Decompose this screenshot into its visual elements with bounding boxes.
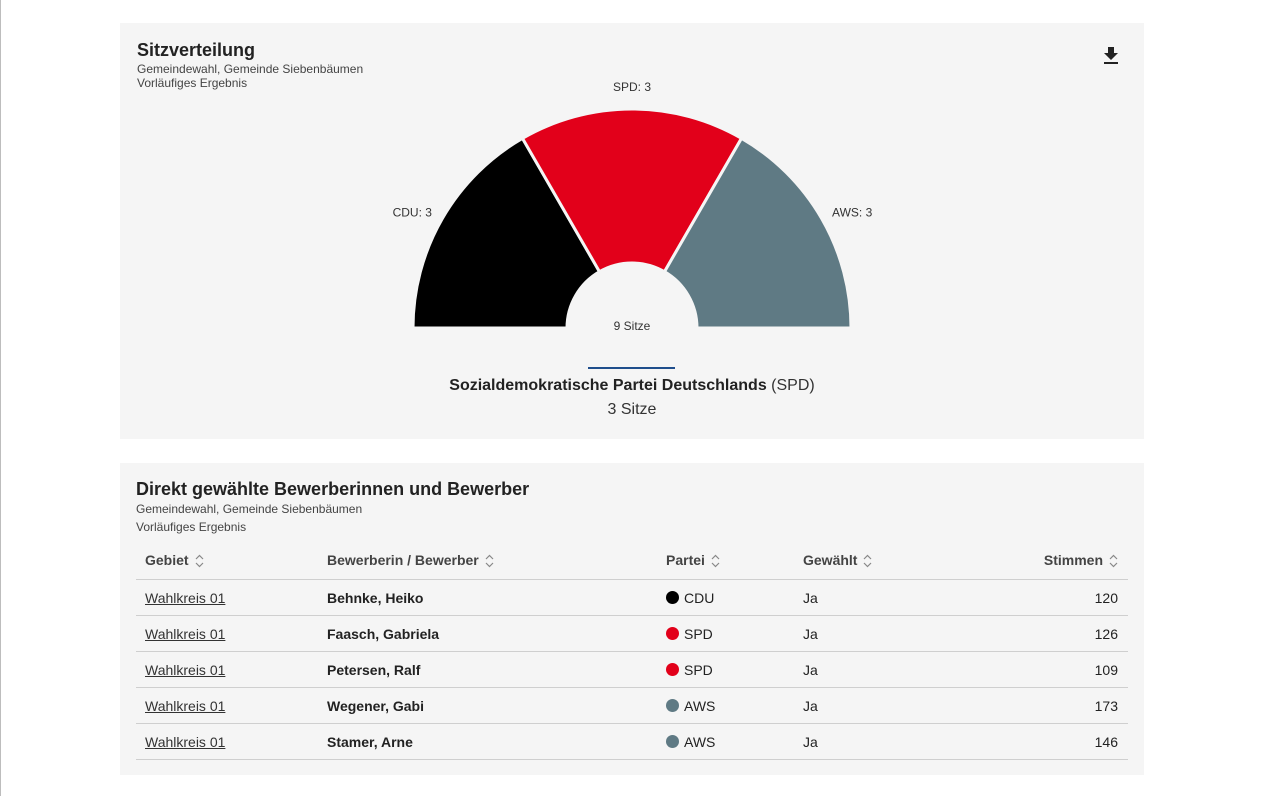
- cell-party: SPD: [657, 651, 794, 688]
- cell-gebiet: Wahlkreis 01: [136, 579, 318, 616]
- sort-icon: [711, 554, 720, 568]
- table-row: Wahlkreis 01 Behnke, Heiko CDU Ja 120: [136, 579, 1128, 616]
- party-color-dot: [666, 627, 679, 641]
- cell-party: AWS: [657, 687, 794, 724]
- cell-elected: Ja: [794, 651, 976, 688]
- party-color-dot: [666, 663, 679, 677]
- total-seats-label: 9 Sitze: [614, 319, 651, 333]
- table-row: Wahlkreis 01 Petersen, Ralf SPD Ja 109: [136, 651, 1128, 688]
- seat-label-spd: SPD: 3: [613, 80, 651, 94]
- cell-elected: Ja: [794, 579, 976, 616]
- table-row: Wahlkreis 01 Stamer, Arne AWS Ja 146: [136, 723, 1128, 760]
- cell-votes: 120: [976, 579, 1128, 616]
- candidates-subtitle-status: Vorläufiges Ergebnis: [136, 520, 247, 534]
- sort-icon: [485, 554, 494, 568]
- party-color-dot: [666, 735, 679, 749]
- party-label: AWS: [684, 697, 716, 714]
- cell-votes: 146: [976, 723, 1128, 760]
- table-row: Wahlkreis 01 Faasch, Gabriela SPD Ja 126: [136, 615, 1128, 652]
- seat-chart: CDU: 3 SPD: 3 AWS: 3 9 Sitze: [120, 23, 1144, 439]
- cell-elected: Ja: [794, 723, 976, 760]
- cell-party: AWS: [657, 723, 794, 760]
- party-label: SPD: [684, 625, 713, 642]
- selected-party-seats: 3 Sitze: [607, 401, 657, 418]
- cell-candidate: Petersen, Ralf: [318, 651, 657, 688]
- cell-candidate: Wegener, Gabi: [318, 687, 657, 724]
- cell-votes: 109: [976, 651, 1128, 688]
- column-header-gebiet[interactable]: Gebiet: [136, 541, 318, 580]
- seats-subtitle-status: Vorläufiges Ergebnis: [137, 76, 248, 90]
- seat-label-cdu: CDU: 3: [393, 206, 433, 220]
- seat-slice-aws[interactable]: [662, 136, 853, 330]
- gebiet-link[interactable]: Wahlkreis 01: [145, 733, 226, 750]
- direct-candidates-card: Direkt gewählte Bewerberinnen und Bewerb…: [120, 463, 1144, 775]
- sort-icon: [864, 554, 872, 568]
- cell-votes: 173: [976, 687, 1128, 724]
- seat-distribution-card: CDU: 3 SPD: 3 AWS: 3 9 Sitze Sitzverteilung…: [120, 23, 1144, 439]
- cell-candidate: Behnke, Heiko: [318, 579, 657, 616]
- cell-gebiet: Wahlkreis 01: [136, 723, 318, 760]
- cell-party: SPD: [657, 615, 794, 652]
- table-header-row: Gebiet Bewerberin / Bewerber Partei Gewä…: [136, 541, 1128, 580]
- left-border: [0, 0, 1, 796]
- seat-label-aws: AWS: 3: [832, 206, 873, 220]
- party-color-dot: [666, 699, 679, 713]
- gebiet-link[interactable]: Wahlkreis 01: [145, 589, 226, 606]
- cell-elected: Ja: [794, 687, 976, 724]
- party-color-dot: [666, 591, 679, 605]
- gebiet-link[interactable]: Wahlkreis 01: [145, 661, 226, 678]
- cell-elected: Ja: [794, 615, 976, 652]
- download-icon[interactable]: [1102, 45, 1120, 65]
- column-header-partei[interactable]: Partei: [657, 541, 794, 580]
- sort-icon: [195, 554, 204, 568]
- cell-gebiet: Wahlkreis 01: [136, 651, 318, 688]
- candidates-title: Direkt gewählte Bewerberinnen und Bewerb…: [136, 479, 530, 499]
- cell-gebiet: Wahlkreis 01: [136, 615, 318, 652]
- cell-candidate: Stamer, Arne: [318, 723, 657, 760]
- column-header-bewerber[interactable]: Bewerberin / Bewerber: [318, 541, 657, 580]
- candidates-table: Gebiet Bewerberin / Bewerber Partei Gewä…: [136, 541, 1128, 760]
- gebiet-link[interactable]: Wahlkreis 01: [145, 697, 226, 714]
- candidates-subtitle-election: Gemeindewahl, Gemeinde Siebenbäumen: [136, 502, 363, 516]
- party-label: AWS: [684, 733, 716, 750]
- cell-party: CDU: [657, 579, 794, 616]
- column-header-stimmen[interactable]: Stimmen: [976, 541, 1128, 580]
- cell-votes: 126: [976, 615, 1128, 652]
- seats-title: Sitzverteilung: [137, 40, 256, 60]
- column-header-gewaehlt[interactable]: Gewählt: [794, 541, 976, 580]
- cell-candidate: Faasch, Gabriela: [318, 615, 657, 652]
- seats-subtitle-election: Gemeindewahl, Gemeinde Siebenbäumen: [137, 62, 364, 76]
- table-row: Wahlkreis 01 Wegener, Gabi AWS Ja 173: [136, 687, 1128, 724]
- selected-party-name: Sozialdemokratische Partei Deutschlands …: [449, 377, 815, 394]
- cell-gebiet: Wahlkreis 01: [136, 687, 318, 724]
- sort-icon: [1109, 554, 1118, 568]
- seat-chart-svg: CDU: 3 SPD: 3 AWS: 3 9 Sitze: [393, 80, 873, 333]
- gebiet-link[interactable]: Wahlkreis 01: [145, 625, 226, 642]
- party-label: CDU: [684, 589, 715, 606]
- seat-slice-cdu[interactable]: [411, 136, 602, 330]
- selected-party-indicator: [588, 367, 675, 369]
- party-label: SPD: [684, 661, 713, 678]
